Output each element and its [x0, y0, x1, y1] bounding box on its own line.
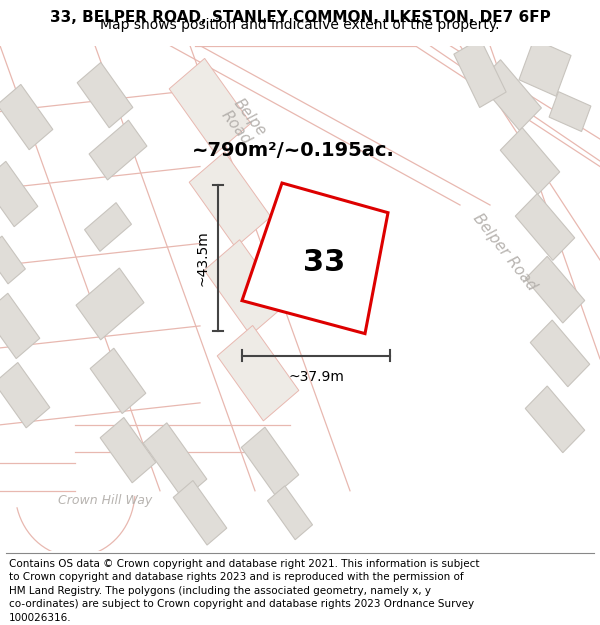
Polygon shape: [0, 362, 50, 428]
Polygon shape: [85, 202, 131, 251]
Polygon shape: [76, 268, 144, 340]
Text: 33: 33: [303, 249, 346, 278]
Polygon shape: [525, 386, 585, 452]
Text: Contains OS data © Crown copyright and database right 2021. This information is : Contains OS data © Crown copyright and d…: [9, 559, 479, 623]
Polygon shape: [0, 293, 40, 359]
Polygon shape: [500, 127, 560, 194]
Polygon shape: [549, 92, 591, 131]
Polygon shape: [241, 427, 299, 495]
Text: Crown Hill Way: Crown Hill Way: [58, 494, 152, 508]
Text: Map shows position and indicative extent of the property.: Map shows position and indicative extent…: [100, 18, 500, 32]
Polygon shape: [454, 39, 506, 107]
Polygon shape: [143, 423, 207, 499]
Text: Belper Road: Belper Road: [470, 211, 539, 294]
Polygon shape: [0, 161, 38, 227]
Polygon shape: [242, 183, 388, 334]
Polygon shape: [217, 326, 299, 421]
Polygon shape: [100, 418, 156, 482]
Polygon shape: [90, 348, 146, 414]
Polygon shape: [89, 120, 147, 180]
Text: 33, BELPER ROAD, STANLEY COMMON, ILKESTON, DE7 6FP: 33, BELPER ROAD, STANLEY COMMON, ILKESTO…: [50, 10, 550, 25]
Polygon shape: [204, 240, 286, 335]
Text: ~43.5m: ~43.5m: [195, 231, 209, 286]
Polygon shape: [530, 320, 590, 387]
Polygon shape: [0, 84, 53, 150]
Polygon shape: [77, 62, 133, 127]
Polygon shape: [189, 152, 271, 248]
Polygon shape: [0, 236, 25, 284]
Text: Belpe
Road: Belpe Road: [217, 96, 269, 149]
Text: ~790m²/~0.195ac.: ~790m²/~0.195ac.: [192, 141, 395, 159]
Polygon shape: [169, 58, 251, 154]
Polygon shape: [519, 39, 571, 96]
Polygon shape: [268, 486, 313, 540]
Polygon shape: [525, 256, 585, 323]
Text: ~37.9m: ~37.9m: [288, 370, 344, 384]
Polygon shape: [515, 194, 575, 261]
Polygon shape: [479, 60, 541, 131]
Polygon shape: [173, 481, 227, 545]
